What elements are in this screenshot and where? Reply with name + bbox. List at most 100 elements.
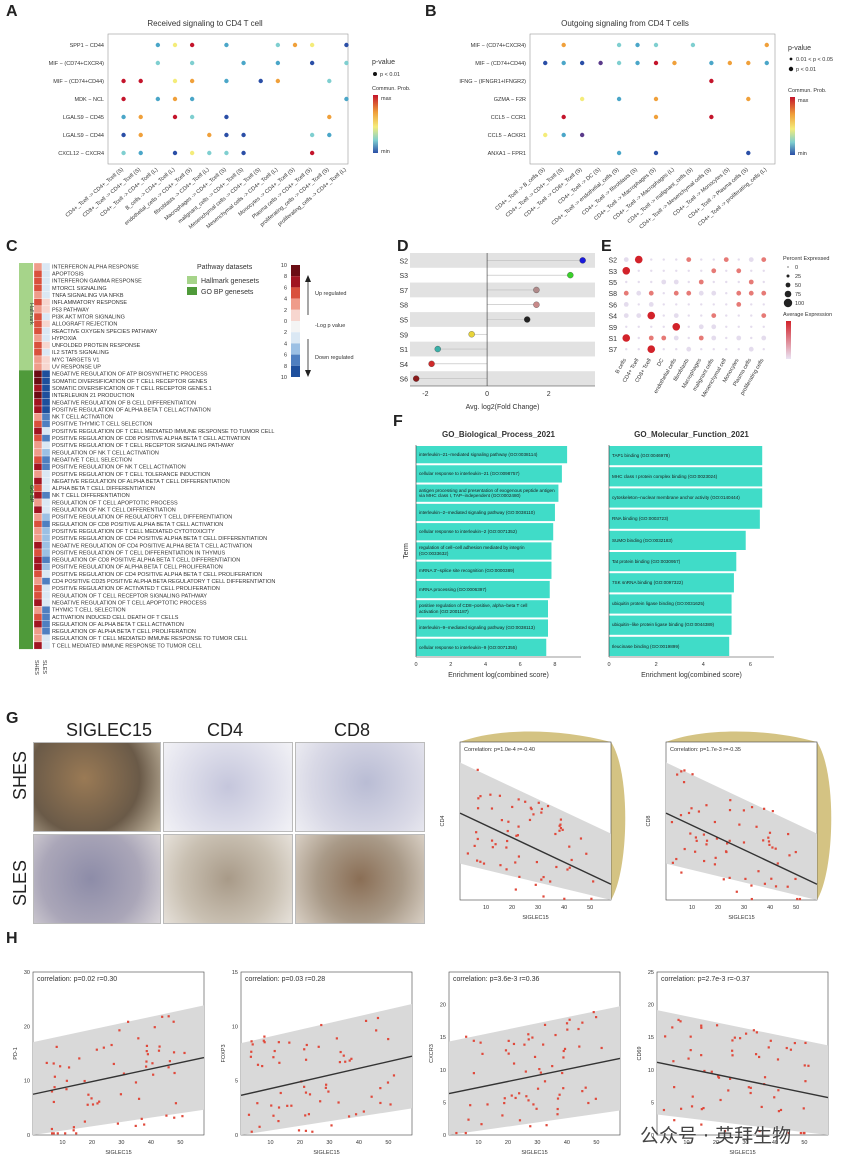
scatter-point [59, 1065, 62, 1068]
panel-f-bar [416, 484, 559, 502]
scatter-point [467, 1118, 470, 1121]
scatter-point [727, 1089, 730, 1092]
panel-b-dot [764, 42, 769, 48]
panel-c-legend-gobp-swatch [187, 287, 197, 295]
panel-e-dot [686, 290, 692, 296]
panel-c-scale-cell [291, 276, 300, 288]
scatter-correlation: Correlation: p=1.7e-3 r=-0.35 [670, 747, 741, 753]
panel-c-cell [41, 563, 51, 571]
panel-b-dot [543, 60, 548, 66]
scatter-point [777, 1110, 781, 1113]
scatter-fit-line [459, 812, 612, 885]
scatter-point [728, 808, 732, 812]
scatter-point [794, 850, 797, 854]
panel-e-dot [737, 258, 740, 261]
scatter-point [517, 798, 520, 801]
panel-d-cat-label: S1 [399, 347, 408, 354]
panel-f-x-tick: 4 [702, 662, 705, 668]
panel-f-bar-label-box: 7SK snRNA binding (GO:0097322) [612, 580, 683, 585]
panel-c-cell [41, 498, 51, 507]
scatter-fit-line [448, 1057, 621, 1095]
scatter-point [714, 856, 717, 859]
scatter-point [45, 1061, 48, 1065]
panel-b-row-label: IFNG − (IFNGR1+IFNGR2) [459, 79, 526, 85]
panel-e-dot [698, 335, 704, 341]
scatter-ci-band [460, 762, 611, 900]
panel-f-x-tick: 0 [414, 662, 417, 668]
scatter-point [802, 1131, 805, 1135]
panel-c-pathway-label: CD4 POSITIVE CD25 POSITIVE ALPHA BETA RE… [52, 579, 275, 585]
scatter-point [469, 1104, 472, 1107]
scatter-point [347, 1115, 351, 1118]
panel-a-dot [172, 96, 178, 102]
panel-a-dot [189, 42, 195, 48]
scatter-y-tick: 0 [651, 1133, 654, 1139]
panel-c-cell [33, 362, 43, 371]
scatter-point [713, 820, 717, 824]
panel-e-dot [662, 325, 665, 328]
panel-f-x-tick: 8 [553, 662, 556, 668]
scatter-point [146, 1053, 149, 1056]
panel-e-dot [711, 313, 717, 318]
scatter-point [95, 1048, 98, 1051]
g-row-shes: SHES [10, 750, 30, 800]
scatter-point [516, 834, 519, 837]
scatter-point [507, 820, 510, 823]
panel-d-x-tick: 0 [485, 391, 489, 398]
scatter-x-label: SIGLEC15 [313, 1150, 339, 1156]
scatter-point [498, 794, 502, 797]
panel-f-x-label: Enrichment log(combined score) [448, 672, 549, 679]
panel-c-scale-tick: 0 [284, 319, 287, 325]
scatter-point [499, 864, 502, 867]
scatter-point [518, 1092, 521, 1095]
scatter-point [335, 1037, 338, 1040]
scatter-point [55, 1045, 58, 1048]
panel-d-point [567, 272, 574, 279]
panel-f-x-tick: 0 [607, 662, 610, 668]
panel-f-bar-label-box: MHC class I protein complex binding (GO:… [612, 474, 717, 479]
scatter-y-tick: 30 [24, 970, 30, 976]
panel-c-legend-hallmark: Hallmark genesets [201, 278, 259, 285]
scatter-point [556, 1113, 559, 1116]
panel-c-pathway-label: INTERLEUKIN 21 PRODUCTION [52, 393, 135, 399]
scatter-point [303, 1048, 306, 1051]
scatter-point [277, 1041, 280, 1044]
scatter-point [673, 1086, 676, 1089]
scatter-y-tick: 20 [648, 1003, 654, 1009]
scatter-point [703, 1069, 706, 1073]
scatter-point [744, 877, 747, 880]
panel-a-dot [121, 114, 126, 120]
scatter-point [143, 1123, 146, 1126]
panel-e-dot [687, 336, 690, 340]
panel-f-x-tick: 2 [449, 662, 452, 668]
panel-b-dot [690, 42, 696, 48]
scatter-point [137, 1097, 141, 1100]
panel-c-col-sles: SLES [41, 660, 47, 674]
panel-a-row-label: SPP1 − CD44 [70, 43, 104, 49]
panel-f-bar-label: ubiquitin protein ligase binding (GO:003… [612, 601, 705, 607]
scatter-point [317, 1045, 320, 1048]
panel-c-pathway-label: NEGATIVE T CELL SELECTION [52, 457, 132, 463]
scatter-point [392, 1074, 396, 1077]
scatter-point [676, 773, 679, 776]
scatter-point [504, 1049, 508, 1052]
scatter-point [251, 1043, 254, 1046]
scatter-point [157, 1049, 161, 1052]
scatter-x-tick: 20 [713, 1140, 719, 1146]
panel-c-scale-cell [291, 309, 300, 321]
panel-c-cell [33, 262, 43, 271]
scatter-point [256, 1063, 260, 1066]
panel-c-heatmap: INTERFERON ALPHA RESPONSE APOPTOSISINTERF… [19, 262, 354, 675]
scatter-point [549, 880, 552, 883]
scatter-point [518, 1119, 522, 1122]
panel-d-point [428, 360, 435, 367]
panel-b-dot [579, 60, 585, 66]
panel-d-x-label: Avg. log2(Fold Change) [466, 404, 540, 411]
scatter-x-label: SIGLEC15 [521, 1150, 547, 1156]
panel-f-bar [416, 580, 550, 599]
scatter-point [145, 1060, 148, 1063]
panel-e-dot [687, 314, 690, 317]
panel-e-dot [700, 258, 703, 261]
panel-c-cell [41, 541, 51, 550]
panel-c-pathway-label: NK T CELL ACTIVATION [52, 415, 113, 421]
